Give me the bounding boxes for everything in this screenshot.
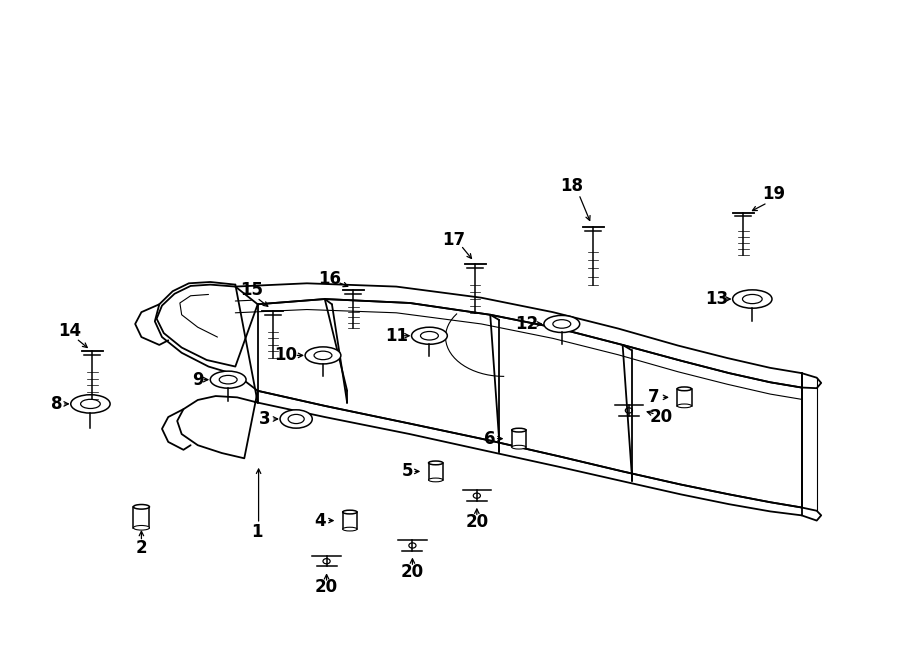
Ellipse shape (512, 446, 526, 449)
Bar (133, 507, 149, 527)
Text: 17: 17 (442, 231, 465, 249)
Ellipse shape (733, 290, 772, 308)
Ellipse shape (305, 347, 341, 364)
Ellipse shape (133, 525, 149, 530)
Text: 4: 4 (314, 512, 326, 529)
Ellipse shape (428, 478, 443, 482)
Polygon shape (257, 391, 802, 516)
Text: 13: 13 (705, 290, 728, 308)
Polygon shape (235, 284, 802, 387)
Ellipse shape (677, 404, 691, 408)
Text: 18: 18 (560, 177, 583, 195)
Ellipse shape (71, 395, 110, 413)
Ellipse shape (411, 327, 447, 344)
Text: 7: 7 (648, 389, 660, 407)
Text: 19: 19 (762, 185, 786, 203)
Text: 3: 3 (259, 410, 271, 428)
Text: 20: 20 (315, 578, 338, 596)
Text: 11: 11 (385, 327, 408, 345)
Text: 20: 20 (400, 563, 424, 581)
Ellipse shape (343, 527, 357, 531)
Bar (343, 512, 357, 529)
Text: 20: 20 (465, 513, 489, 531)
Text: 14: 14 (58, 321, 81, 340)
Polygon shape (802, 508, 821, 521)
Text: 9: 9 (192, 371, 203, 389)
Ellipse shape (280, 410, 312, 428)
Ellipse shape (512, 428, 526, 432)
Polygon shape (155, 282, 257, 458)
Text: 8: 8 (50, 395, 62, 413)
Text: 15: 15 (240, 281, 263, 299)
Ellipse shape (133, 504, 149, 509)
Bar (428, 463, 443, 480)
Bar (677, 389, 691, 406)
Text: 12: 12 (516, 315, 538, 333)
Ellipse shape (428, 461, 443, 465)
Text: 16: 16 (319, 270, 342, 288)
Ellipse shape (211, 371, 246, 388)
Text: 2: 2 (136, 539, 148, 557)
Ellipse shape (343, 510, 357, 514)
Ellipse shape (544, 315, 580, 332)
Text: 5: 5 (401, 463, 413, 481)
Polygon shape (802, 373, 821, 388)
Text: 6: 6 (483, 430, 495, 447)
Polygon shape (257, 299, 802, 508)
Ellipse shape (677, 387, 691, 391)
Bar (512, 430, 526, 447)
Text: 1: 1 (251, 524, 263, 541)
Text: 20: 20 (650, 408, 672, 426)
Text: 10: 10 (274, 346, 297, 364)
